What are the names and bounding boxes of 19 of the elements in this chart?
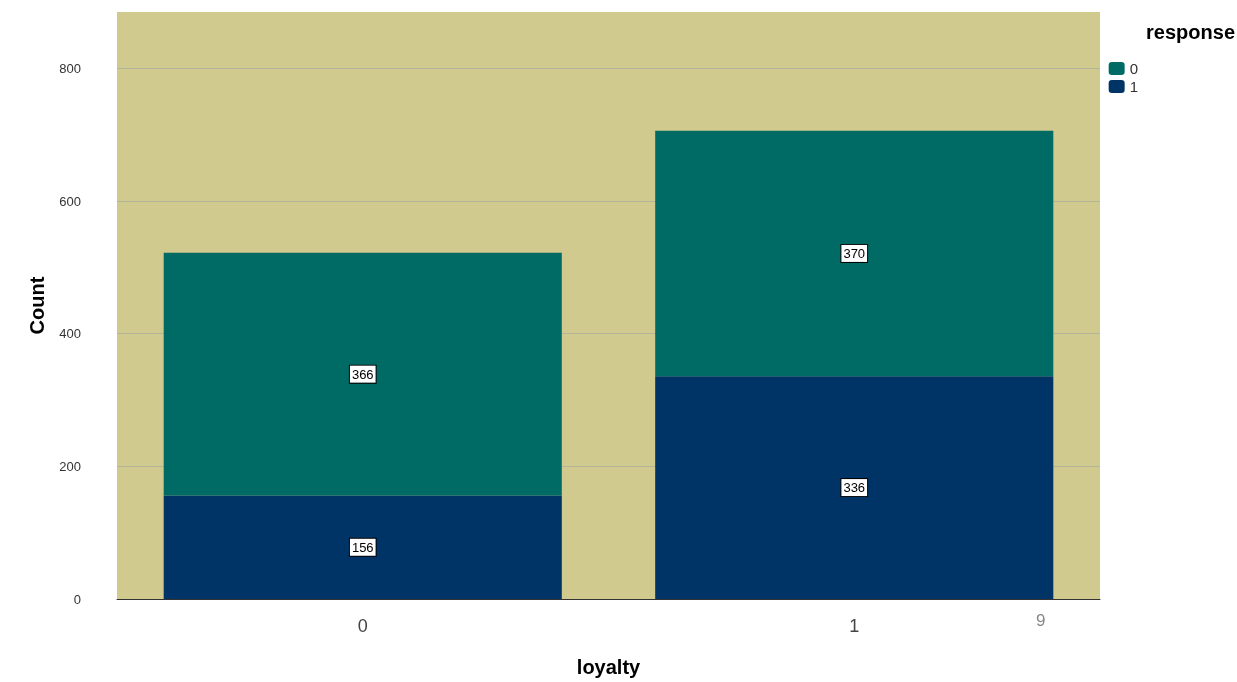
data-label: 336 — [843, 480, 866, 496]
legend-label: 1 — [1129, 78, 1138, 95]
y-tick-label: 400 — [59, 326, 81, 342]
bar — [163, 252, 562, 496]
x-axis-title: loyalty — [576, 656, 642, 678]
bar — [163, 495, 562, 599]
data-label: 370 — [843, 245, 866, 261]
bar — [655, 376, 1054, 599]
y-axis-title: Count — [26, 276, 48, 335]
y-tick-label: 0 — [73, 591, 81, 607]
y-tick-label: 200 — [59, 458, 81, 474]
data-label: 156 — [351, 539, 374, 555]
legend-label: 0 — [1129, 60, 1138, 77]
text: 9 — [1036, 611, 1046, 630]
y-tick-label: 800 — [59, 60, 81, 76]
legend-title: response — [1146, 21, 1236, 43]
y-tick-label: 600 — [59, 193, 81, 209]
data-label: 366 — [351, 366, 374, 382]
bar — [655, 130, 1054, 377]
